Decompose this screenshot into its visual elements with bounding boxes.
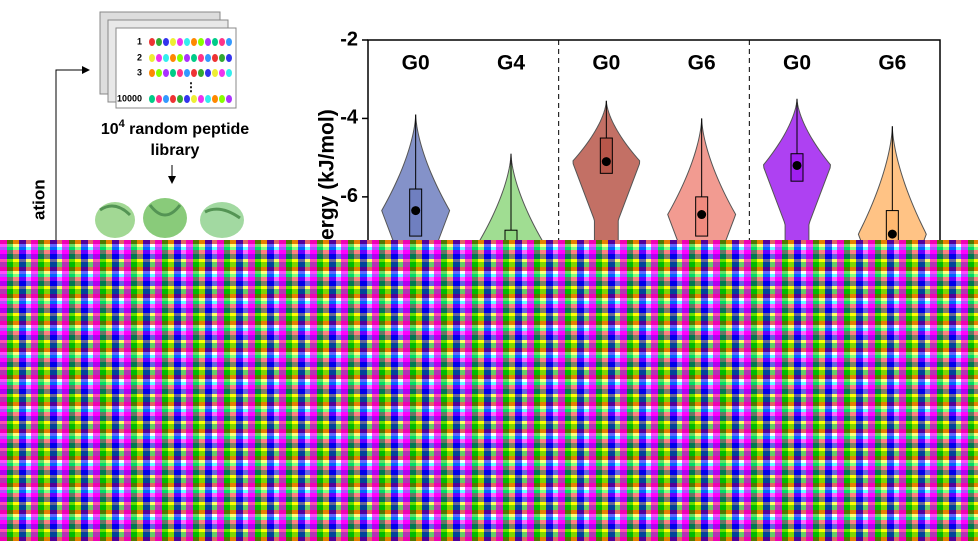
residue-dot	[156, 69, 162, 77]
residue-dot	[156, 54, 162, 62]
residue-dot	[198, 38, 204, 46]
residue-dot	[163, 95, 169, 103]
residue-dot	[226, 54, 232, 62]
row-label: 2	[137, 52, 142, 62]
residue-dot	[170, 69, 176, 77]
arrow	[55, 66, 90, 240]
mean-dot	[887, 229, 897, 239]
residue-dot	[149, 95, 155, 103]
box	[504, 229, 518, 240]
residue-dot	[212, 69, 218, 77]
residue-dot	[226, 95, 232, 103]
residue-dot	[205, 95, 211, 103]
mean-dot	[411, 206, 421, 216]
residue-dot	[177, 69, 183, 77]
y-tick-label: -6	[340, 185, 358, 207]
x-category-label: G4	[497, 52, 525, 75]
residue-dot	[219, 95, 225, 103]
residue-dot	[198, 69, 204, 77]
x-category-label: G6	[878, 52, 906, 75]
residue-dot	[191, 95, 197, 103]
y-axis-label: ergy (kJ/mol)	[316, 109, 339, 240]
corrupted-region	[0, 240, 978, 541]
residue-dot	[205, 54, 211, 62]
residue-dot	[205, 38, 211, 46]
residue-dot	[226, 38, 232, 46]
y-tick-label: -4	[340, 107, 359, 129]
residue-dot	[163, 69, 169, 77]
protein-images	[95, 198, 244, 238]
residue-dot	[149, 38, 155, 46]
residue-dot	[219, 38, 225, 46]
residue-dot	[170, 95, 176, 103]
residue-dot	[219, 54, 225, 62]
x-category-label: G6	[688, 52, 716, 75]
mean-dot	[792, 160, 802, 170]
residue-dot	[163, 38, 169, 46]
plot-frame	[367, 39, 941, 261]
residue-dot	[198, 95, 204, 103]
residue-dot	[149, 54, 155, 62]
residue-dot	[170, 54, 176, 62]
row-label: 10000	[117, 93, 142, 103]
mean-dot	[601, 157, 611, 167]
residue-dot	[177, 95, 183, 103]
residue-dot	[212, 38, 218, 46]
x-category-label: G0	[592, 52, 620, 75]
x-category-label: G0	[783, 52, 811, 75]
library-label-2: library	[151, 142, 200, 159]
residue-dot	[177, 38, 183, 46]
residue-dot	[149, 69, 155, 77]
mean-dot	[697, 210, 707, 220]
residue-dot	[198, 54, 204, 62]
residue-dot	[163, 54, 169, 62]
library-label: 104 random peptide	[101, 118, 249, 138]
residue-dot	[156, 95, 162, 103]
residue-dot	[156, 38, 162, 46]
residue-dot	[184, 69, 190, 77]
residue-dot	[205, 69, 211, 77]
label-exp: 4	[119, 118, 126, 130]
residue-dot	[212, 95, 218, 103]
box	[599, 137, 613, 174]
residue-dot	[226, 69, 232, 77]
y-tick-label: -2	[340, 28, 358, 50]
residue-dot	[212, 54, 218, 62]
residue-dot	[191, 54, 197, 62]
residue-dot	[177, 54, 183, 62]
residue-dot	[184, 38, 190, 46]
residue-dot	[184, 54, 190, 62]
x-category-label: G0	[402, 52, 430, 75]
residue-dot	[191, 69, 197, 77]
row-label: 1	[137, 36, 142, 46]
dots: ⋮	[185, 80, 197, 94]
residue-dot	[191, 38, 197, 46]
label-base: 10	[101, 121, 119, 138]
residue-dot	[170, 38, 176, 46]
label-rest: random peptide	[125, 121, 250, 138]
residue-dot	[219, 69, 225, 77]
side-label: ation	[29, 179, 48, 220]
residue-dot	[184, 95, 190, 103]
row-label: 3	[137, 67, 142, 77]
